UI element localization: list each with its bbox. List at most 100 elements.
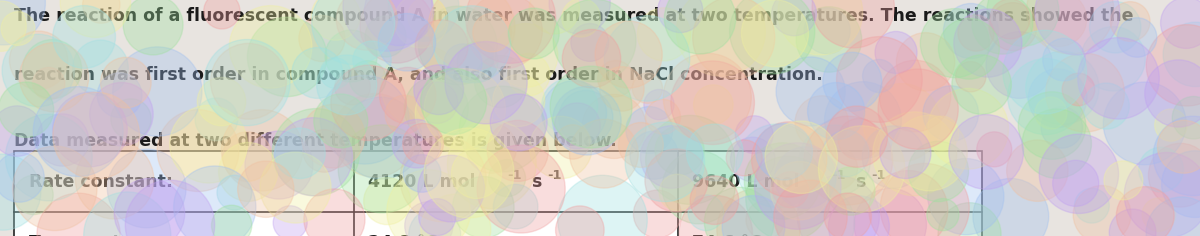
Circle shape bbox=[952, 55, 1012, 114]
Circle shape bbox=[76, 141, 154, 219]
Circle shape bbox=[445, 42, 527, 124]
Circle shape bbox=[1045, 53, 1124, 132]
Circle shape bbox=[488, 160, 526, 197]
FancyBboxPatch shape bbox=[14, 151, 982, 212]
Circle shape bbox=[415, 20, 468, 73]
Circle shape bbox=[1026, 51, 1099, 125]
Circle shape bbox=[1162, 151, 1200, 217]
Circle shape bbox=[863, 59, 895, 93]
Circle shape bbox=[83, 0, 120, 23]
Circle shape bbox=[408, 0, 446, 36]
Circle shape bbox=[824, 82, 901, 159]
Circle shape bbox=[1124, 152, 1200, 236]
Circle shape bbox=[630, 131, 678, 179]
Circle shape bbox=[222, 132, 272, 181]
Circle shape bbox=[1034, 97, 1067, 129]
Circle shape bbox=[1142, 198, 1176, 231]
Circle shape bbox=[755, 143, 841, 229]
Circle shape bbox=[828, 196, 889, 236]
Circle shape bbox=[53, 92, 127, 167]
Circle shape bbox=[1158, 120, 1200, 173]
Circle shape bbox=[1104, 161, 1142, 200]
Circle shape bbox=[382, 46, 463, 128]
Circle shape bbox=[1172, 97, 1200, 139]
Circle shape bbox=[217, 175, 252, 210]
Circle shape bbox=[386, 170, 470, 236]
Circle shape bbox=[924, 116, 959, 151]
Circle shape bbox=[0, 106, 42, 156]
Circle shape bbox=[97, 73, 142, 118]
Circle shape bbox=[1117, 18, 1157, 57]
Circle shape bbox=[444, 44, 482, 82]
Circle shape bbox=[1160, 0, 1200, 48]
Circle shape bbox=[824, 193, 871, 236]
Circle shape bbox=[332, 94, 416, 177]
Circle shape bbox=[745, 156, 830, 236]
Circle shape bbox=[880, 60, 950, 132]
Circle shape bbox=[634, 190, 682, 236]
Circle shape bbox=[872, 112, 956, 196]
Circle shape bbox=[662, 151, 736, 224]
Circle shape bbox=[716, 188, 800, 236]
Circle shape bbox=[0, 0, 46, 45]
Circle shape bbox=[632, 73, 662, 103]
Circle shape bbox=[320, 58, 350, 88]
Text: 9640 L mol: 9640 L mol bbox=[692, 173, 800, 191]
Circle shape bbox=[32, 67, 65, 100]
Circle shape bbox=[275, 128, 325, 179]
Circle shape bbox=[558, 175, 647, 236]
Circle shape bbox=[84, 192, 170, 236]
Circle shape bbox=[474, 55, 527, 108]
Circle shape bbox=[736, 124, 820, 207]
Circle shape bbox=[428, 0, 515, 71]
Circle shape bbox=[260, 152, 331, 223]
Circle shape bbox=[704, 187, 774, 236]
Circle shape bbox=[36, 114, 89, 166]
Circle shape bbox=[804, 8, 850, 54]
Circle shape bbox=[920, 8, 990, 78]
Circle shape bbox=[34, 87, 124, 177]
Circle shape bbox=[556, 206, 604, 236]
Circle shape bbox=[880, 127, 931, 179]
Circle shape bbox=[416, 82, 457, 123]
Circle shape bbox=[353, 41, 391, 80]
Circle shape bbox=[605, 16, 690, 101]
Circle shape bbox=[854, 188, 926, 236]
Circle shape bbox=[1062, 73, 1094, 106]
Circle shape bbox=[562, 0, 600, 37]
Circle shape bbox=[10, 31, 68, 89]
Circle shape bbox=[415, 75, 493, 152]
Circle shape bbox=[637, 8, 690, 61]
Circle shape bbox=[822, 130, 869, 177]
Circle shape bbox=[1139, 147, 1183, 192]
Circle shape bbox=[658, 0, 703, 33]
Circle shape bbox=[1, 12, 35, 46]
Circle shape bbox=[349, 61, 386, 97]
Circle shape bbox=[0, 1, 26, 51]
Circle shape bbox=[776, 57, 845, 126]
Circle shape bbox=[403, 155, 440, 192]
Circle shape bbox=[827, 167, 875, 215]
Circle shape bbox=[0, 154, 41, 230]
Circle shape bbox=[1154, 109, 1187, 141]
Circle shape bbox=[302, 130, 346, 172]
Circle shape bbox=[494, 23, 558, 87]
Circle shape bbox=[222, 110, 302, 191]
Circle shape bbox=[247, 17, 326, 97]
Circle shape bbox=[204, 39, 290, 126]
Circle shape bbox=[169, 105, 247, 183]
Circle shape bbox=[923, 86, 978, 141]
Circle shape bbox=[211, 205, 252, 236]
Circle shape bbox=[1116, 187, 1174, 236]
Circle shape bbox=[1074, 188, 1109, 223]
Circle shape bbox=[1110, 2, 1150, 41]
Circle shape bbox=[665, 0, 736, 54]
Circle shape bbox=[1034, 0, 1120, 55]
Circle shape bbox=[954, 9, 1022, 77]
Circle shape bbox=[742, 0, 809, 67]
Circle shape bbox=[1039, 134, 1118, 214]
FancyBboxPatch shape bbox=[14, 212, 982, 236]
Circle shape bbox=[275, 118, 353, 196]
Circle shape bbox=[452, 177, 514, 236]
Circle shape bbox=[600, 67, 644, 111]
